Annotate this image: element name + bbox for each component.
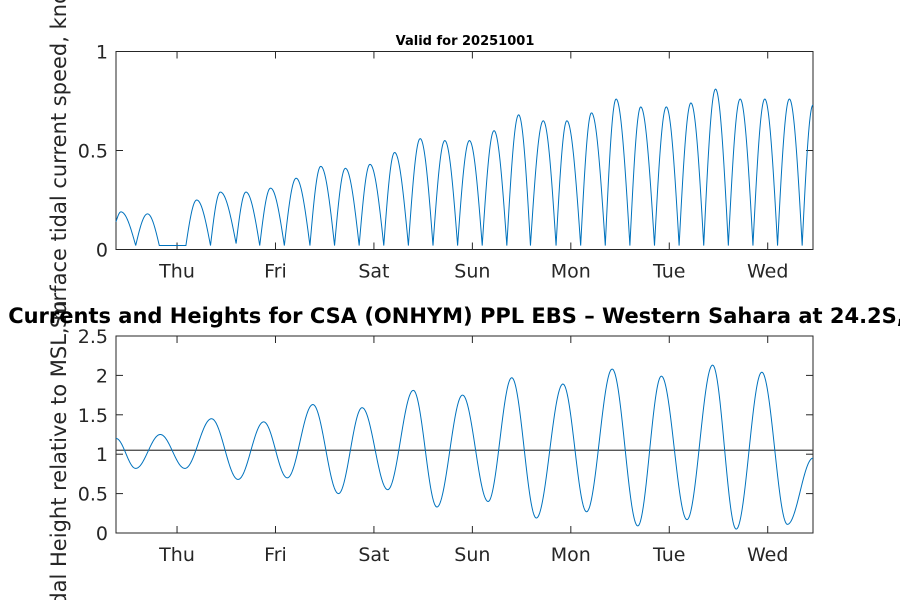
ytick-label: 0.5 — [78, 484, 108, 506]
ytick-label: 1.5 — [78, 405, 108, 427]
xtick-label: Fri — [264, 261, 287, 283]
tidal-height-axes: 0 0.5 1 1.5 2 2.5 Thu Fri Sat Sun Mon Tue Wed Tidal … — [47, 300, 814, 600]
current-speed-ticks: 0 0.5 1 Thu Fri Sat Sun Mon Tue Wed — [78, 42, 813, 283]
xtick-label: Tue — [652, 261, 685, 283]
ytick-label: 1 — [96, 42, 108, 64]
xtick-label: Wed — [747, 544, 788, 566]
current-speed-title: Valid for 20251001 — [396, 34, 535, 49]
ytick-label: 0 — [96, 523, 108, 545]
xtick-label: Fri — [264, 544, 287, 566]
ytick-label: 0 — [96, 240, 108, 262]
xtick-label: Sat — [358, 544, 389, 566]
figure-main-title: Tidal Currents and Heights for CSA (ONHY… — [0, 304, 900, 328]
tidal-height-plot-frame — [115, 335, 814, 534]
xtick-label: Tue — [652, 544, 685, 566]
tidal-height-ticks: 0 0.5 1 1.5 2 2.5 Thu Fri Sat Sun Mon Tue Wed — [78, 326, 813, 566]
current-speed-axes: 0 0.5 1 Thu Fri Sat Sun Mon Tue Wed Valid for 202… — [47, 0, 814, 328]
tidal-height-ylabel: Tidal Height relative to MSL, m — [47, 300, 71, 600]
xtick-label: Sun — [454, 544, 490, 566]
current-speed-series-line — [115, 88, 814, 247]
tidal-height-series-line — [115, 364, 814, 530]
xtick-label: Mon — [551, 544, 591, 566]
xtick-label: Sun — [454, 261, 490, 283]
xtick-label: Sat — [358, 261, 389, 283]
xtick-label: Thu — [158, 261, 195, 283]
xtick-label: Thu — [158, 544, 195, 566]
xtick-label: Wed — [747, 261, 788, 283]
ytick-label: 2.5 — [78, 326, 108, 348]
ytick-label: 0.5 — [78, 141, 108, 163]
current-speed-ylabel: Surface tidal current speed, knots — [47, 0, 71, 328]
current-speed-plot-frame — [115, 51, 814, 250]
xtick-label: Mon — [551, 261, 591, 283]
ytick-label: 2 — [96, 365, 108, 387]
ytick-label: 1 — [96, 444, 108, 466]
